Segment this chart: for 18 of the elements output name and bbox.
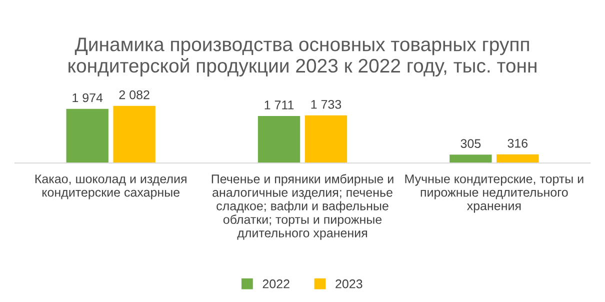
data-label: 316: [508, 138, 528, 148]
legend-label: 2022: [262, 279, 290, 288]
data-label: 1 711: [264, 100, 294, 110]
x-tick-label: Какао, шоколад и изделия кондитерские сахарные: [35, 174, 186, 200]
data-label: 2 082: [119, 90, 150, 100]
bar: [258, 116, 300, 163]
bar: [66, 108, 108, 163]
chart-title: Динамика производства основных товарных групп кондитерской продукции 2023 к 2022 году, тыс. тонн: [68, 38, 536, 76]
legend-label: 2023: [336, 279, 362, 288]
x-tick-label: Мучные кондитерские, торты и пирожные недлительного хранения: [405, 174, 584, 213]
data-label: 1 974: [72, 93, 103, 102]
bar: [450, 154, 492, 163]
bar: [304, 115, 348, 163]
data-label: 1 733: [311, 100, 342, 109]
bar: [496, 154, 539, 163]
data-label: 305: [460, 139, 481, 148]
x-tick-label: Печенье и пряники имбирные и аналогичные изделия; печенье сладкое; вафли и вафельные облатки; торты и пирожные длительного хранения: [212, 174, 394, 240]
bar: [113, 106, 156, 163]
